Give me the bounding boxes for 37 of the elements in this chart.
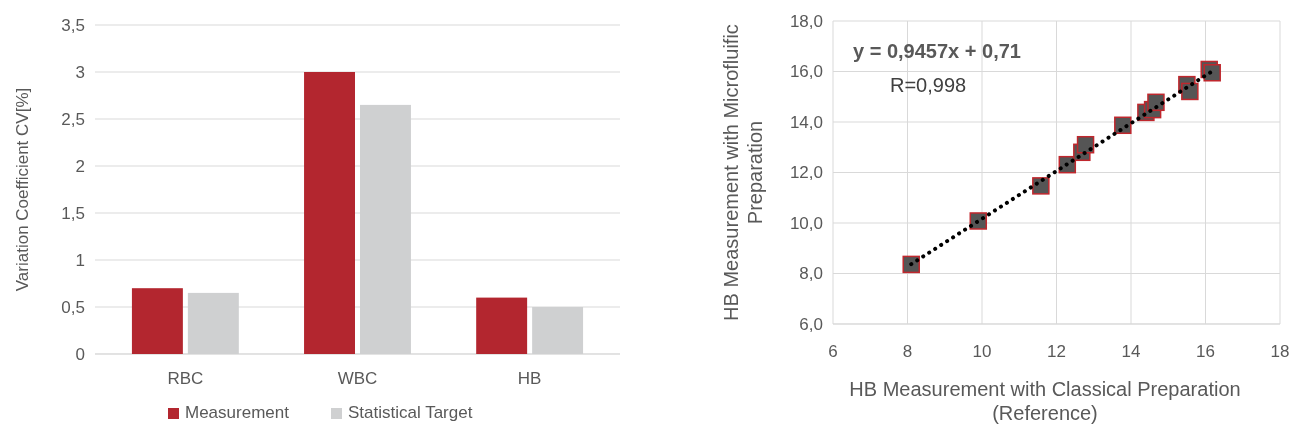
bar bbox=[476, 297, 528, 354]
x-tick-label: 16 bbox=[1196, 342, 1215, 361]
bar bbox=[304, 72, 355, 354]
bar bbox=[131, 288, 183, 354]
x-axis-title: HB Measurement with Classical Preparation (Reference) bbox=[849, 378, 1241, 424]
x-tick-label: 6 bbox=[828, 342, 838, 361]
x-tick-label: 18 bbox=[1270, 342, 1290, 361]
x-tick-label: WBC bbox=[337, 369, 378, 388]
x-tick-label: 10 bbox=[972, 342, 992, 361]
y-tick-label: 14,0 bbox=[789, 112, 823, 132]
y-tick-label: 6,0 bbox=[799, 314, 823, 334]
x-tick-label: 12 bbox=[1047, 342, 1066, 361]
y-axis-title: Variation Coefficient CV[%] bbox=[13, 87, 32, 292]
y-tick-label: 1,5 bbox=[61, 203, 85, 223]
y-tick-label: 2,5 bbox=[61, 109, 85, 129]
y-tick-label: 16,0 bbox=[789, 62, 823, 82]
y-tick-label: 8,0 bbox=[799, 264, 823, 284]
y-tick-label: 1 bbox=[75, 250, 85, 270]
annotation: y = 0,9457x + 0,71 bbox=[853, 40, 1021, 62]
annotation: R=0,998 bbox=[890, 74, 967, 96]
point bbox=[1181, 82, 1199, 101]
x-tick-label: RBC bbox=[167, 369, 204, 388]
y-tick-label: 18,0 bbox=[789, 11, 823, 31]
x-tick-label: HB bbox=[517, 369, 542, 388]
y-axis-title: HB Measurement with Microfluific Preparation bbox=[720, 24, 766, 321]
y-tick-label: 3 bbox=[75, 62, 85, 82]
y-tick-label: 3,5 bbox=[61, 15, 85, 35]
y-tick-label: 0 bbox=[75, 344, 85, 364]
legend-label: Statistical Target bbox=[348, 403, 473, 422]
y-tick-label: 10,0 bbox=[789, 213, 823, 233]
x-tick-label: 8 bbox=[902, 342, 913, 361]
x-tick-label: 14 bbox=[1121, 342, 1141, 361]
y-tick-label: 12,0 bbox=[789, 163, 823, 183]
point bbox=[1203, 64, 1221, 82]
y-tick-label: 2 bbox=[75, 156, 85, 176]
legend-label: Measurement bbox=[185, 403, 290, 422]
y-tick-label: 0,5 bbox=[61, 297, 85, 317]
